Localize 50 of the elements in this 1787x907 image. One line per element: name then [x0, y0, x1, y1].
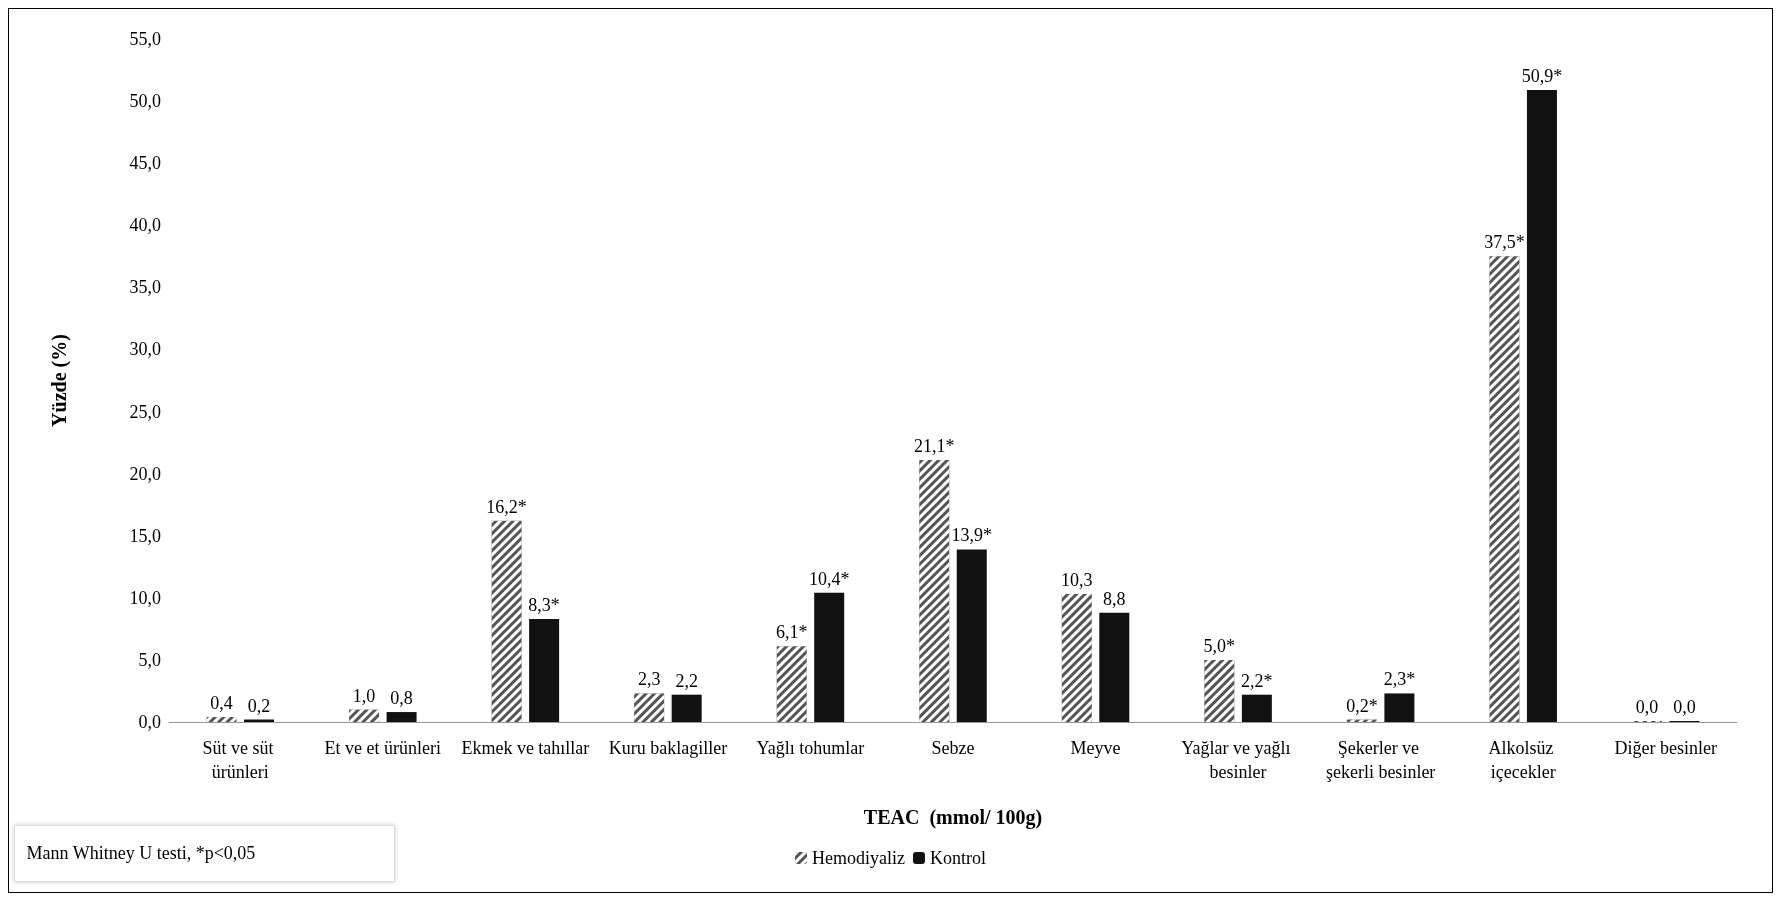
- data-label: 8,8: [1103, 588, 1126, 609]
- y-tick-label: 30,0: [129, 339, 161, 360]
- data-label: 10,3: [1061, 570, 1093, 591]
- legend-label: Kontrol: [929, 848, 986, 868]
- y-tick-label: 5,0: [138, 649, 161, 670]
- x-tick-label: Meyve: [1070, 738, 1121, 758]
- y-tick-label: 45,0: [129, 153, 161, 174]
- y-tick-label: 15,0: [129, 525, 161, 546]
- data-label: 0,2*: [1346, 695, 1378, 716]
- data-label: 8,3*: [528, 594, 560, 615]
- y-tick-label: 55,0: [129, 29, 161, 49]
- data-label: 5,0*: [1203, 635, 1236, 656]
- data-label: 2,3: [637, 669, 661, 690]
- data-label: 2,3*: [1383, 669, 1416, 690]
- data-label: 2,2: [675, 670, 698, 691]
- x-tick-label: Alkolsüz içecekler: [1488, 738, 1558, 782]
- data-label: 0,2: [247, 695, 271, 716]
- y-tick-label: 35,0: [129, 277, 161, 298]
- data-label: 6,1*: [775, 622, 808, 643]
- data-label: 1,0: [352, 685, 376, 706]
- y-tick-label: 50,0: [129, 91, 161, 112]
- x-tick-label: Kuru baklagiller: [608, 738, 728, 758]
- y-axis-title: Yüzde (%): [48, 334, 71, 427]
- data-label: 10,4*: [808, 568, 850, 589]
- y-tick-label: 0,0: [138, 712, 161, 732]
- x-tick-label: Yağlar ve yağlı besinler: [1181, 738, 1295, 782]
- x-axis-title: TEAC (mmol/ 100g): [863, 806, 1043, 829]
- x-tick-label: Şekerler ve şekerli besinler: [1325, 738, 1436, 782]
- data-label: 0,0: [1673, 697, 1696, 717]
- x-tick-label: Et ve et ürünleri: [324, 738, 442, 758]
- x-tick-label: Sebze: [931, 738, 975, 758]
- y-tick-label: 10,0: [129, 587, 161, 608]
- data-label: 0,0: [1635, 697, 1659, 717]
- x-tick-label: Diğer besinler: [1614, 738, 1717, 758]
- x-tick-label: Süt ve süt ürünleri: [202, 738, 279, 782]
- data-label: 16,2*: [486, 496, 527, 517]
- x-tick-label: Ekmek ve tahıllar: [461, 738, 590, 758]
- text: Mann Whitney U testi, *p<0,05: [26, 842, 256, 863]
- y-tick-label: 25,0: [129, 401, 161, 422]
- data-label: 21,1*: [914, 435, 955, 456]
- y-tick-label: 40,0: [129, 215, 161, 236]
- legend-label: Hemodiyaliz: [812, 848, 905, 868]
- y-tick-label: 20,0: [129, 463, 161, 484]
- data-label: 37,5*: [1484, 232, 1525, 253]
- data-label: 13,9*: [951, 525, 992, 546]
- data-label: 50,9*: [1521, 65, 1563, 86]
- data-label: 0,8: [390, 688, 413, 709]
- x-tick-label: Yağlı tohumlar: [756, 738, 865, 758]
- data-label: 2,2*: [1241, 670, 1273, 691]
- data-label: 0,4: [210, 693, 233, 714]
